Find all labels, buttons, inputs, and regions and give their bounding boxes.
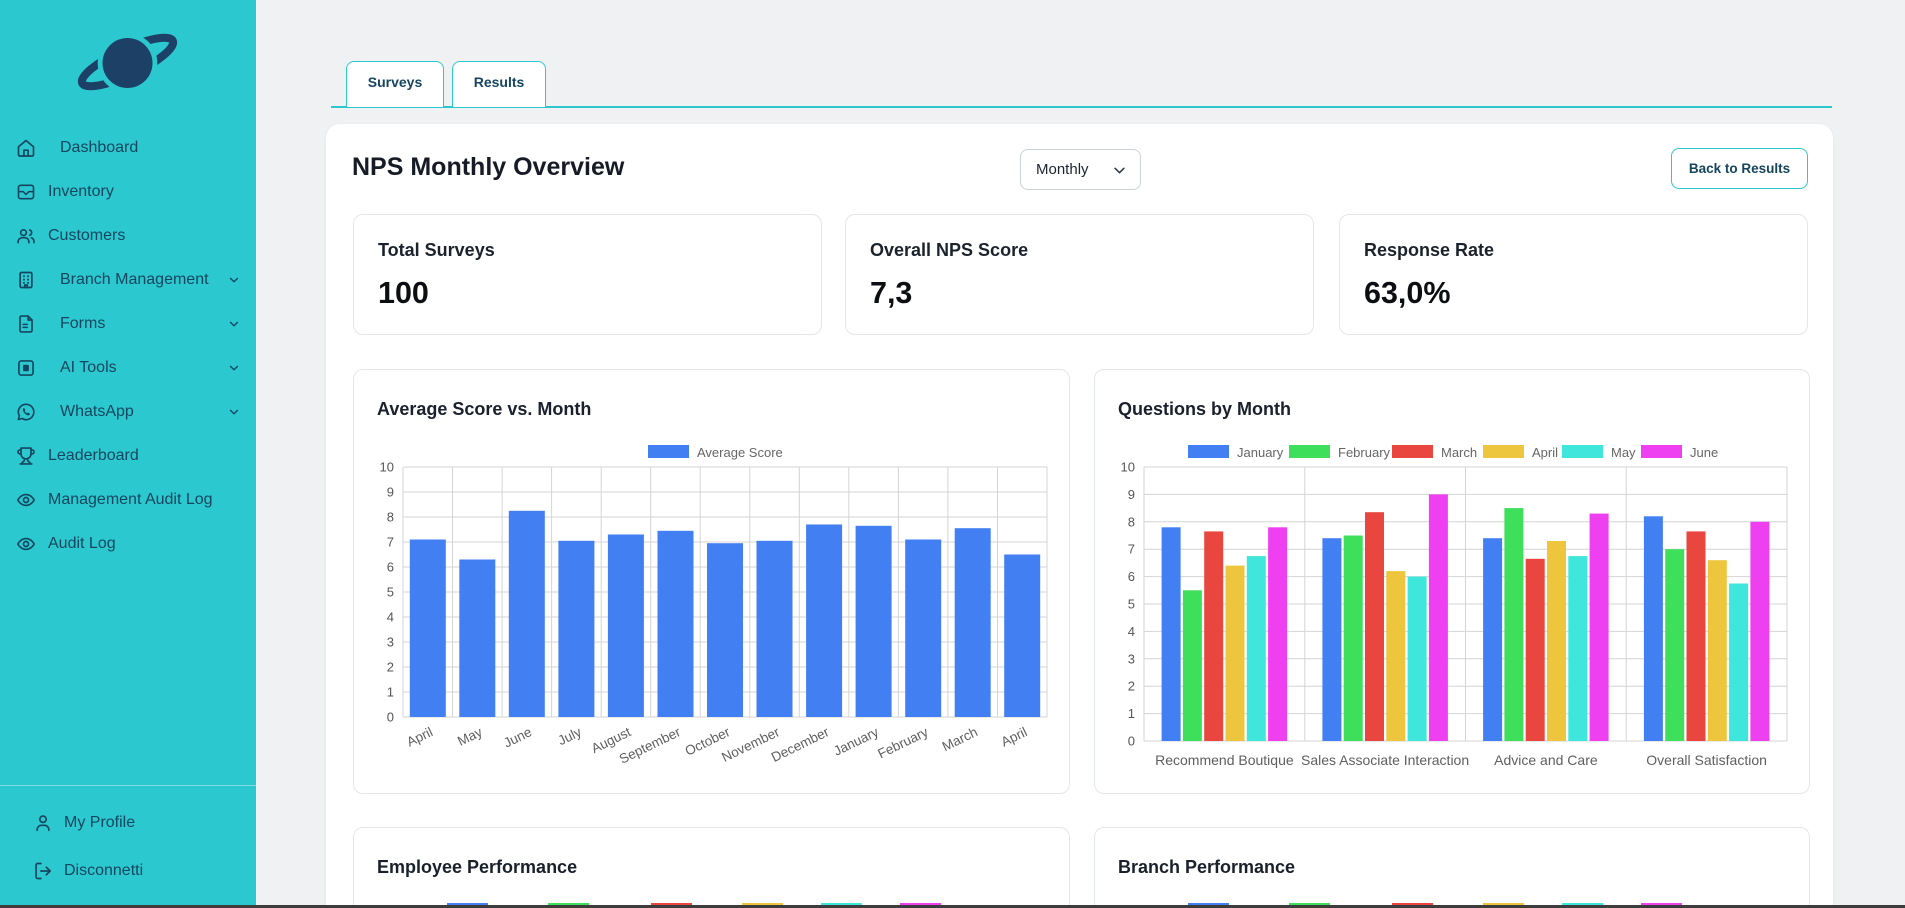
svg-text:February: February: [875, 724, 930, 761]
svg-text:4: 4: [1128, 624, 1135, 639]
svg-text:April: April: [404, 724, 435, 749]
svg-text:Average Score: Average Score: [697, 445, 783, 460]
svg-text:10: 10: [380, 460, 394, 475]
svg-text:Sales Associate Interaction: Sales Associate Interaction: [1301, 752, 1469, 768]
svg-text:April: April: [1532, 445, 1558, 460]
svg-text:April: April: [999, 724, 1030, 749]
svg-text:December: December: [769, 724, 832, 765]
svg-text:Branch Performance: Branch Performance: [1118, 857, 1295, 877]
svg-text:March: March: [940, 724, 980, 754]
svg-text:June: June: [1690, 445, 1718, 460]
svg-text:Recommend Boutique: Recommend Boutique: [1155, 752, 1294, 768]
svg-text:May: May: [1611, 445, 1636, 460]
svg-text:March: March: [1441, 445, 1477, 460]
svg-text:3: 3: [387, 635, 394, 650]
svg-text:Employee Performance: Employee Performance: [377, 857, 577, 877]
svg-text:4: 4: [387, 610, 394, 625]
svg-text:July: July: [556, 724, 584, 748]
svg-text:June: June: [501, 724, 534, 750]
svg-text:0: 0: [1128, 734, 1135, 749]
svg-text:5: 5: [1128, 597, 1135, 612]
svg-text:Questions by Month: Questions by Month: [1118, 399, 1291, 419]
svg-text:February: February: [1338, 445, 1391, 460]
svg-text:January: January: [1237, 445, 1284, 460]
svg-text:January: January: [831, 724, 881, 759]
svg-text:1: 1: [387, 685, 394, 700]
svg-text:Advice and Care: Advice and Care: [1494, 752, 1598, 768]
svg-text:9: 9: [387, 485, 394, 500]
svg-text:Overall Satisfaction: Overall Satisfaction: [1646, 752, 1767, 768]
svg-text:2: 2: [387, 660, 394, 675]
svg-text:Average Score vs. Month: Average Score vs. Month: [377, 399, 591, 419]
svg-text:6: 6: [1128, 569, 1135, 584]
svg-text:3: 3: [1128, 651, 1135, 666]
svg-text:7: 7: [1128, 542, 1135, 557]
svg-text:8: 8: [387, 510, 394, 525]
svg-text:6: 6: [387, 560, 394, 575]
svg-text:1: 1: [1128, 706, 1135, 721]
svg-text:0: 0: [387, 710, 394, 725]
svg-text:9: 9: [1128, 487, 1135, 502]
svg-text:5: 5: [387, 585, 394, 600]
svg-text:8: 8: [1128, 514, 1135, 529]
svg-text:10: 10: [1121, 460, 1135, 475]
svg-text:May: May: [455, 724, 485, 749]
svg-text:7: 7: [387, 535, 394, 550]
svg-text:2: 2: [1128, 679, 1135, 694]
